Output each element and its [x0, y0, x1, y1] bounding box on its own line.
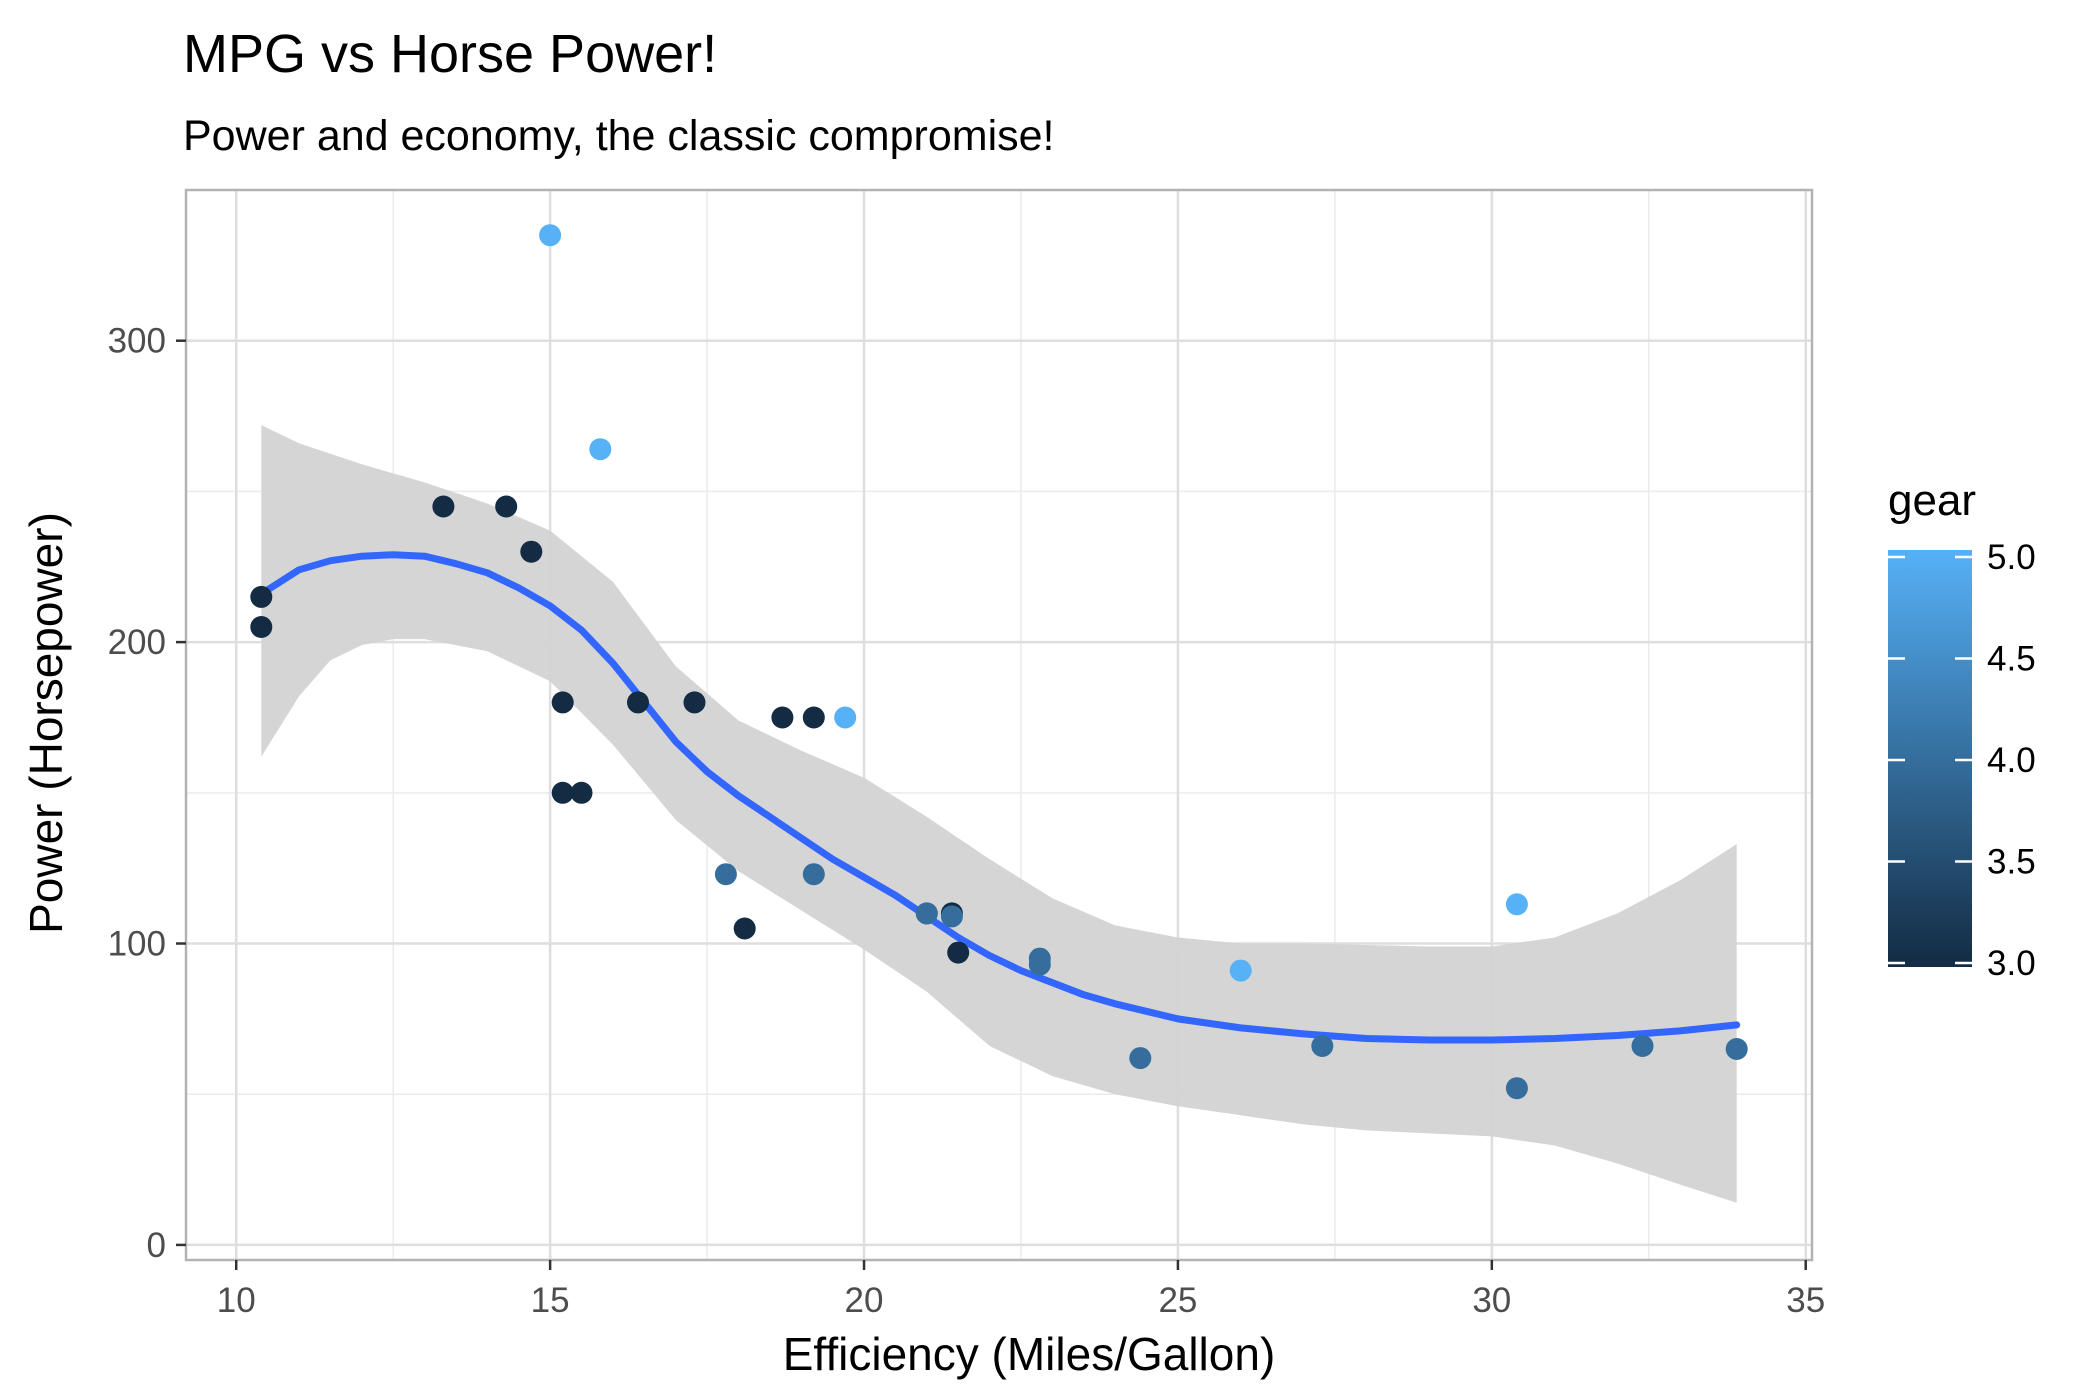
- panel-border: [184, 188, 1814, 1262]
- data-point: [520, 540, 543, 563]
- data-point: [432, 495, 455, 518]
- chart-subtitle: Power and economy, the classic compromis…: [183, 112, 1055, 160]
- legend-title: gear: [1888, 476, 1976, 525]
- y-tick-label: 100: [108, 925, 166, 964]
- x-axis-title: Efficiency (Miles/Gallon): [783, 1328, 1276, 1380]
- data-point: [551, 781, 574, 804]
- legend-tick-label: 4.0: [1987, 741, 2036, 780]
- y-tick-label: 0: [147, 1226, 166, 1265]
- data-point: [1311, 1035, 1334, 1057]
- data-point: [915, 902, 938, 925]
- smooth-line: [257, 551, 1741, 1044]
- data-point: [733, 917, 756, 940]
- y-tick-label: 200: [108, 623, 166, 662]
- data-point: [771, 706, 794, 729]
- data-point: [947, 941, 970, 964]
- data-point: [1028, 947, 1051, 970]
- confidence-band: [261, 425, 1737, 1203]
- data-point: [570, 781, 593, 804]
- grid-lines: [186, 190, 1812, 1260]
- data-point: [1505, 1077, 1528, 1100]
- confidence-band-layer: [261, 425, 1737, 1203]
- data-point: [714, 863, 737, 886]
- data-point: [1631, 1035, 1654, 1057]
- smooth-line-layer: [257, 551, 1741, 1044]
- x-tick-label: 15: [531, 1281, 570, 1320]
- data-point: [495, 495, 518, 518]
- data-point: [250, 616, 273, 638]
- data-point: [551, 691, 574, 714]
- legend-tick-label: 3.5: [1987, 843, 2036, 882]
- data-point: [1129, 1047, 1152, 1070]
- data-point: [940, 905, 963, 928]
- legend-colorbar: [1888, 550, 1972, 967]
- x-tick-label: 35: [1786, 1281, 1825, 1320]
- data-point: [683, 691, 706, 714]
- axes: 10 15 20 25 30 35 0 100 200 300: [108, 188, 1825, 1320]
- data-point: [589, 438, 612, 461]
- data-point: [1725, 1038, 1748, 1060]
- scatter-points: [250, 224, 1748, 1100]
- data-point: [1229, 959, 1252, 982]
- x-tick-label: 10: [217, 1281, 256, 1320]
- data-point: [802, 863, 825, 886]
- x-tick-label: 30: [1472, 1281, 1511, 1320]
- y-axis-title: Power (Horsepower): [20, 512, 72, 934]
- data-point: [834, 706, 857, 729]
- legend-tick-label: 4.5: [1987, 640, 2036, 679]
- data-point: [627, 691, 649, 714]
- legend: gear 3.0 3.5 4.0 4.5 5.0: [1888, 476, 2036, 983]
- x-tick-label: 20: [845, 1281, 884, 1320]
- data-point: [1505, 893, 1528, 916]
- legend-tick-label: 3.0: [1987, 944, 2036, 983]
- legend-ticks: 3.0 3.5 4.0 4.5 5.0: [1888, 538, 2036, 983]
- data-point: [802, 706, 825, 729]
- legend-tick-label: 5.0: [1987, 538, 2036, 577]
- y-tick-label: 300: [108, 322, 166, 361]
- chart-title: MPG vs Horse Power!: [183, 24, 717, 84]
- x-tick-label: 25: [1158, 1281, 1197, 1320]
- data-point: [250, 585, 273, 608]
- data-point: [539, 224, 562, 247]
